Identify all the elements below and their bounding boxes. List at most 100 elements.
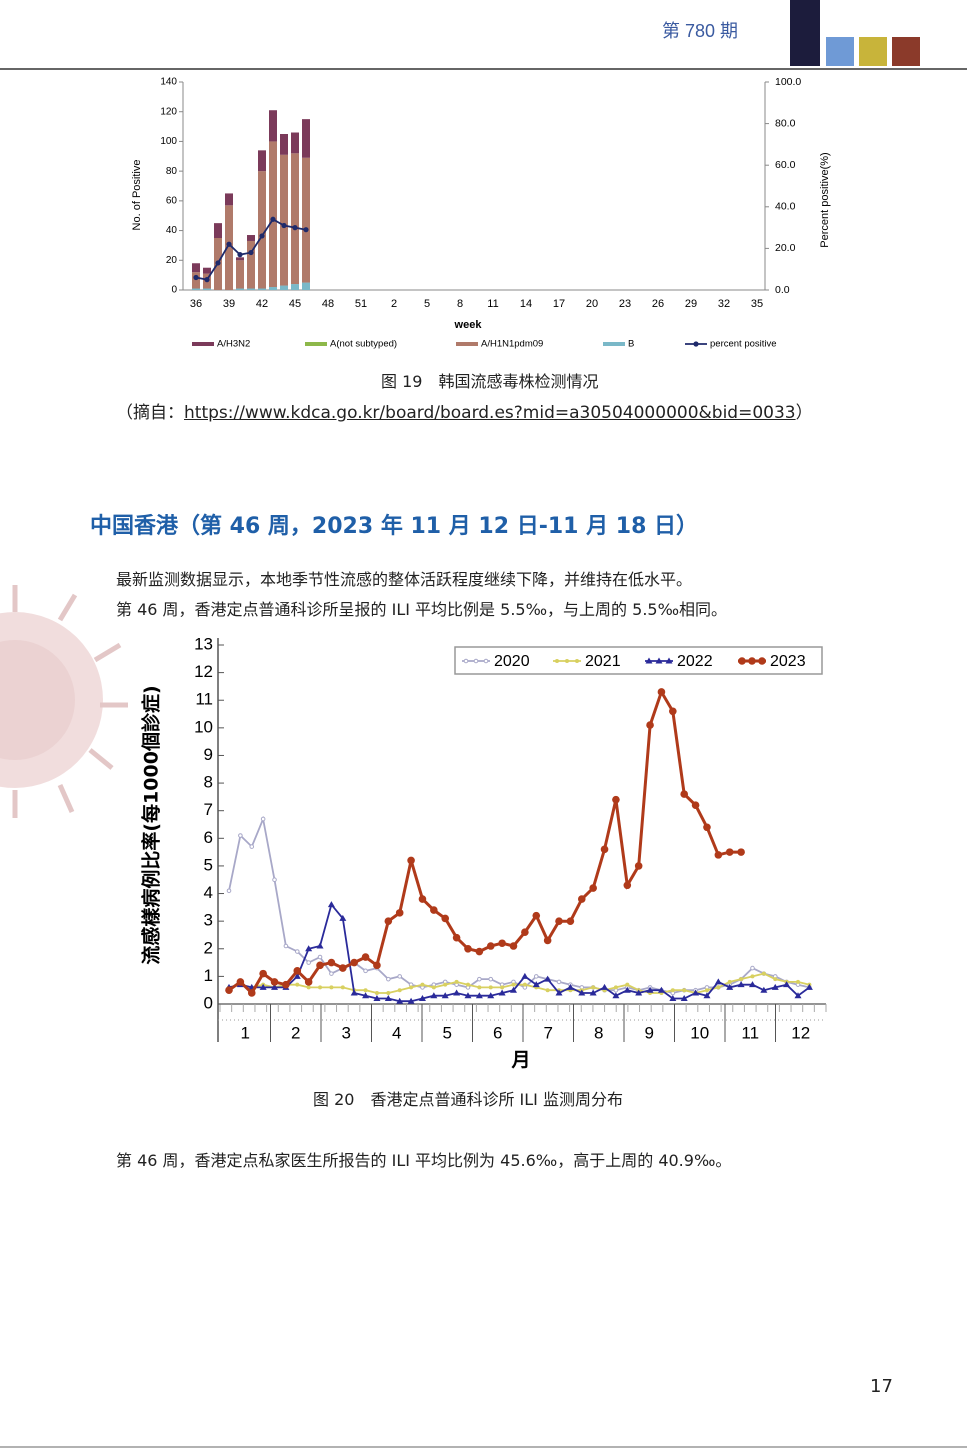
point [555, 659, 559, 663]
source-link[interactable]: https://www.kdca.go.kr/board/board.es?mi… [184, 403, 796, 423]
month-label: 2 [291, 1023, 300, 1042]
y-tick-label: 7 [204, 800, 213, 819]
y-tick-label: 12 [194, 662, 213, 681]
bar-segment [203, 267, 211, 274]
y-tick-label: 0 [204, 993, 213, 1012]
y-tick-label: 2 [204, 938, 213, 957]
point [748, 981, 756, 988]
x-tick-label: 5 [424, 298, 430, 310]
x-axis-label: 月 [510, 1050, 530, 1071]
legend-swatch [603, 342, 625, 346]
point [601, 983, 609, 990]
line [228, 688, 742, 996]
point [386, 976, 391, 982]
point [431, 985, 436, 990]
y-tick-label: 40 [166, 225, 178, 236]
point [725, 848, 734, 856]
x-tick-label: 35 [751, 298, 763, 310]
point [373, 961, 381, 970]
point [691, 801, 700, 809]
point [215, 260, 221, 266]
month-label: 9 [645, 1023, 654, 1042]
point [441, 914, 450, 923]
y-axis-label: 流感樣病例比率(每1000個診症) [140, 685, 163, 964]
point [522, 982, 527, 987]
point [327, 958, 336, 967]
section-heading: 中国香港（第 46 周，2023 年 11 月 12 日-11 月 18 日） [90, 514, 699, 539]
source-prefix: （摘自： [116, 403, 184, 423]
point [259, 983, 267, 990]
point [193, 274, 199, 281]
point [204, 277, 210, 283]
line [228, 902, 810, 1003]
point [465, 982, 470, 987]
x-tick-label: 48 [322, 298, 334, 310]
point [670, 988, 675, 993]
month-label: 8 [594, 1023, 603, 1042]
point [386, 990, 391, 995]
y-tick-label: 11 [195, 690, 213, 709]
legend-swatch [192, 342, 214, 346]
x-tick-label: 20 [586, 298, 598, 310]
point [758, 657, 766, 665]
bar-segment [258, 150, 266, 172]
point [612, 795, 620, 804]
paragraph: 第 46 周，香港定点私家医生所报告的 ILI 平均比例为 45.6‰，高于上周… [116, 1151, 732, 1170]
point [556, 979, 562, 985]
point [339, 964, 347, 972]
point [669, 707, 677, 716]
point [488, 985, 493, 990]
point [486, 942, 495, 950]
point [714, 851, 723, 859]
x-tick-label: 32 [718, 298, 730, 310]
point [396, 997, 404, 1004]
point [575, 659, 579, 663]
legend-label: A(not subtyped) [330, 339, 397, 350]
header-block [859, 37, 887, 66]
x-tick-label: 26 [652, 298, 664, 310]
month-label: 6 [493, 1023, 502, 1042]
point [738, 657, 746, 665]
point [665, 657, 673, 664]
point [339, 914, 347, 921]
y-tick-label: 60 [166, 195, 178, 206]
point [565, 659, 569, 663]
point [477, 985, 482, 990]
point [646, 721, 654, 729]
point [726, 983, 734, 990]
point [248, 249, 254, 256]
month-label: 1 [241, 1023, 250, 1042]
point [283, 943, 289, 949]
y2-axis-label: Percent positive(%) [819, 152, 831, 247]
point [463, 658, 469, 664]
y-tick-label: 9 [204, 745, 213, 764]
point [270, 216, 276, 222]
point [306, 985, 311, 990]
point [623, 986, 631, 993]
point [477, 976, 482, 982]
bar-segment [236, 288, 244, 290]
point [443, 982, 448, 987]
bar-segment [192, 272, 200, 289]
bar-segment [302, 119, 310, 158]
y2-tick-label: 0.0 [775, 284, 790, 296]
point [454, 979, 459, 984]
point [282, 980, 290, 989]
point [509, 942, 518, 950]
point [589, 989, 597, 996]
month-label: 3 [342, 1023, 351, 1042]
x-tick-label: 23 [619, 298, 631, 310]
point [703, 823, 711, 832]
point [600, 845, 609, 854]
point [441, 992, 449, 999]
x-tick-label: 11 [487, 298, 498, 310]
bar-segment [280, 134, 288, 155]
figure-caption: 图 20 香港定点普通科诊所 ILI 监测周分布 [313, 1090, 623, 1109]
bar-segment [214, 223, 222, 238]
y-tick-label: 4 [204, 883, 213, 902]
y-tick-label: 6 [204, 828, 213, 847]
y-tick-label: 80 [166, 166, 178, 177]
point [226, 241, 232, 247]
